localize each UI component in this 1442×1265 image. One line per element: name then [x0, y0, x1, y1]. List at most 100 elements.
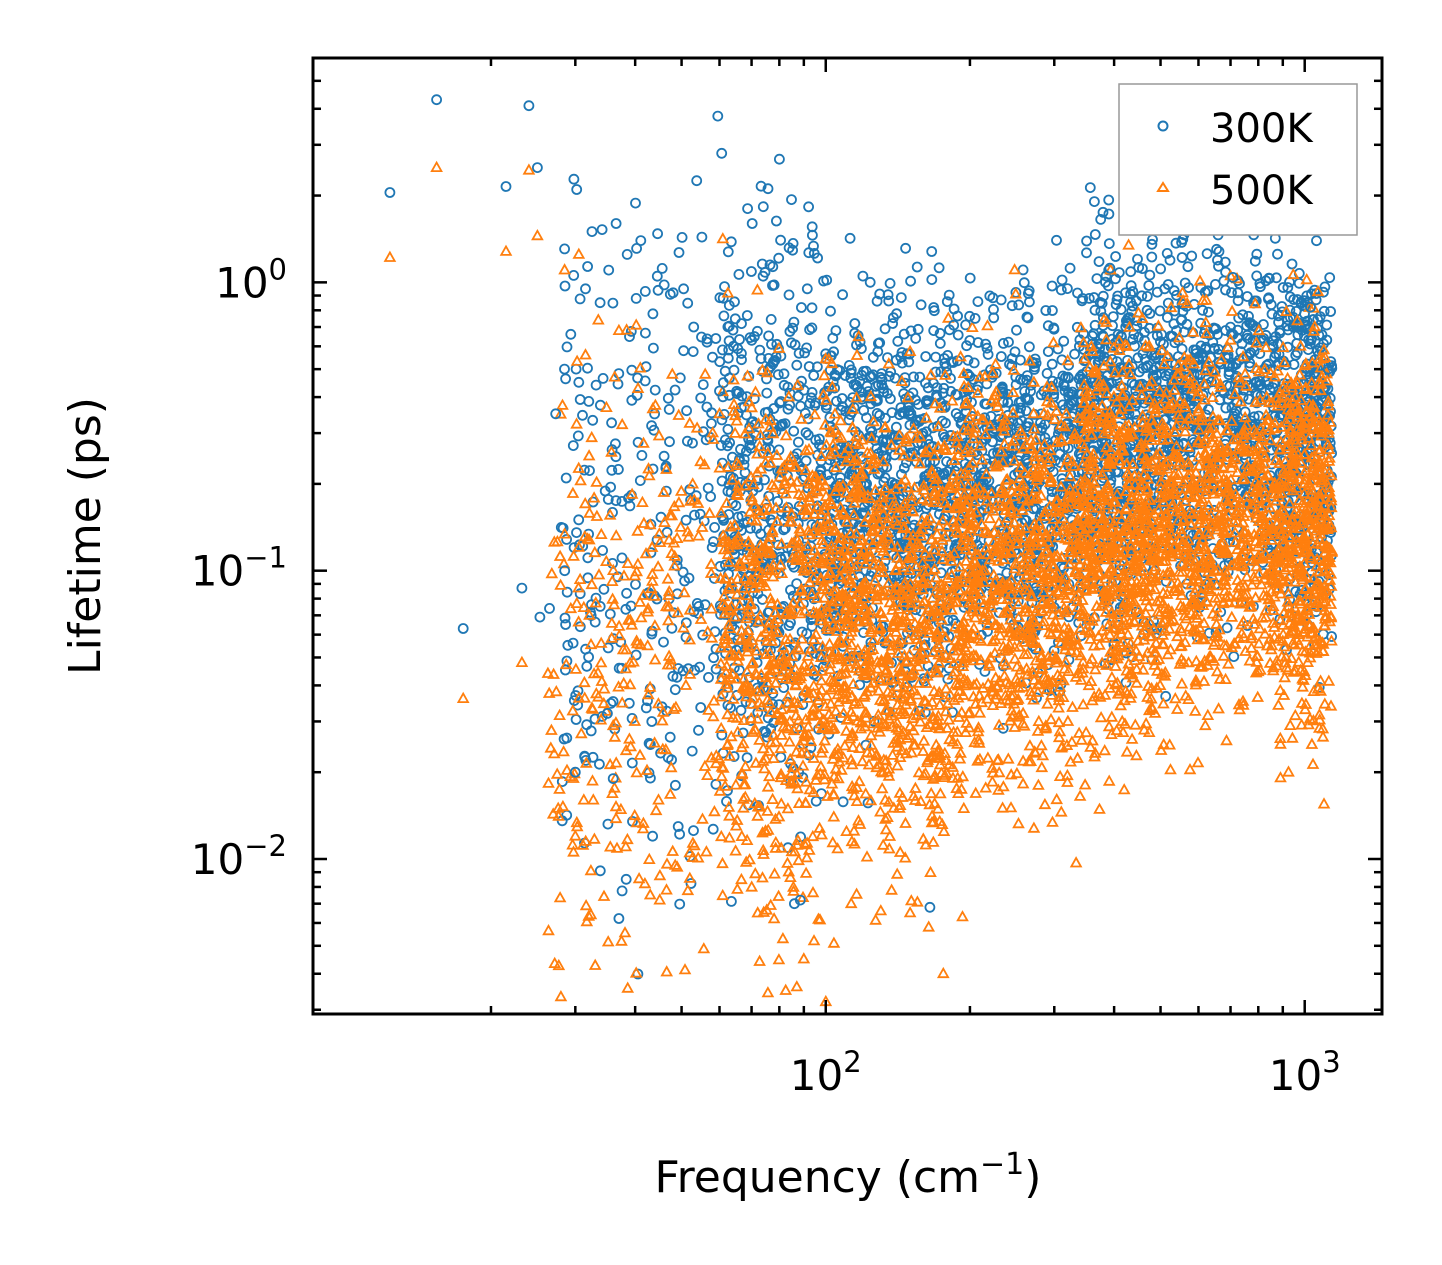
series-300k-marker	[648, 424, 660, 436]
series-300k-marker	[707, 823, 719, 835]
series-300k-marker	[812, 252, 823, 264]
series-300k-marker	[667, 670, 679, 682]
series-300k-marker	[788, 316, 800, 328]
series-300k-marker	[802, 429, 814, 441]
series-300k-marker	[911, 261, 923, 273]
series-300k-marker	[560, 373, 571, 385]
series-300k-marker	[642, 695, 653, 707]
series-300k-marker	[565, 328, 577, 340]
series-300k-marker	[768, 403, 780, 414]
series-300k-marker	[922, 382, 934, 394]
series-300k-marker	[610, 438, 621, 450]
series-300k-marker	[716, 147, 728, 159]
series-300k-marker	[912, 323, 924, 335]
series-300k-marker	[752, 325, 763, 337]
series-300k-marker	[693, 724, 704, 736]
series-300k-marker	[799, 407, 811, 419]
series-300k-marker	[930, 351, 942, 363]
series-300k-marker	[716, 729, 728, 741]
series-300k-marker	[821, 274, 833, 286]
series-300k-marker	[829, 382, 840, 394]
series-300k-marker	[722, 246, 734, 258]
series-300k-marker	[806, 620, 818, 632]
series-300k-marker	[887, 318, 898, 329]
series-300k-marker	[901, 348, 913, 360]
series-300k-marker	[625, 325, 637, 337]
series-300k-marker	[898, 462, 910, 474]
series-300k-marker	[630, 649, 642, 661]
series-300k-marker	[636, 449, 648, 461]
series-300k-marker	[682, 297, 694, 309]
series-300k-marker	[885, 393, 896, 405]
series-300k-marker	[813, 723, 824, 735]
series-300k-marker	[558, 733, 570, 745]
series-300k-marker	[676, 231, 688, 243]
series-300k-marker	[778, 368, 790, 380]
series-300k-marker	[775, 396, 787, 407]
series-300k-marker	[646, 716, 658, 727]
series-300k-marker	[733, 268, 745, 280]
series-300k-marker	[905, 325, 917, 337]
series-300k-marker	[561, 534, 572, 545]
series-300k-marker	[686, 745, 698, 757]
series-300k-marker	[699, 599, 711, 611]
series-300k-marker	[688, 825, 699, 836]
series-300k-marker	[914, 371, 926, 383]
series-300k-marker	[583, 651, 594, 663]
series-300k-marker	[674, 828, 685, 840]
series-300k-marker	[871, 407, 883, 419]
series-300k-marker	[795, 400, 806, 412]
series-300k-marker	[630, 197, 641, 209]
series-300k-marker	[620, 873, 632, 885]
series-300k-marker	[697, 379, 709, 391]
series-300k-marker	[800, 427, 812, 439]
series-300k-marker	[708, 536, 719, 547]
series-300k-marker	[710, 778, 722, 790]
series-300k-marker	[664, 731, 676, 743]
series-300k-marker	[616, 495, 628, 507]
series-300k-marker	[786, 337, 797, 349]
series-300k-marker	[594, 865, 606, 877]
series-300k-marker	[689, 509, 700, 521]
series-300k-marker	[837, 796, 849, 808]
series-300k-marker	[788, 425, 800, 437]
series-300k-marker	[694, 661, 705, 673]
series-300k-marker	[892, 335, 904, 347]
series-300k-marker	[602, 493, 614, 505]
series-300k-marker	[834, 365, 846, 377]
series-300k-marker	[717, 344, 728, 356]
series-300k-marker	[1055, 284, 1067, 296]
series-300k-marker	[871, 443, 883, 454]
series-300k-marker	[726, 896, 737, 907]
series-300k-marker	[799, 347, 810, 359]
series-300k-marker	[616, 552, 628, 564]
series-300k-marker	[1064, 262, 1076, 274]
series-300k-marker	[559, 612, 571, 624]
series-300k-marker	[706, 542, 718, 553]
series-300k-marker	[941, 296, 953, 308]
series-300k-marker	[724, 437, 735, 449]
series-300k-marker	[703, 672, 714, 683]
series-300k-marker	[680, 514, 692, 526]
series-300k-marker	[647, 308, 659, 320]
series-300k-marker	[928, 302, 940, 313]
series-300k-marker	[719, 281, 730, 293]
series-300k-marker	[776, 420, 788, 432]
series-300k-marker	[624, 500, 636, 512]
series-300k-marker	[691, 175, 703, 187]
series-300k-marker	[746, 266, 757, 277]
series-300k-marker	[872, 346, 884, 358]
series-300k-marker	[749, 331, 760, 342]
series-300k-marker	[582, 261, 593, 272]
series-300k-marker	[579, 464, 590, 476]
series-300k-marker	[635, 235, 647, 247]
series-300k-marker	[603, 264, 615, 276]
series-300k-marker	[731, 385, 742, 397]
series-300k-marker	[605, 481, 616, 493]
series-300k-marker	[572, 430, 584, 442]
series-300k-marker	[663, 403, 675, 415]
series-300k-marker	[647, 463, 659, 475]
series-300k-marker	[854, 336, 866, 348]
series-300k-marker	[728, 751, 740, 762]
